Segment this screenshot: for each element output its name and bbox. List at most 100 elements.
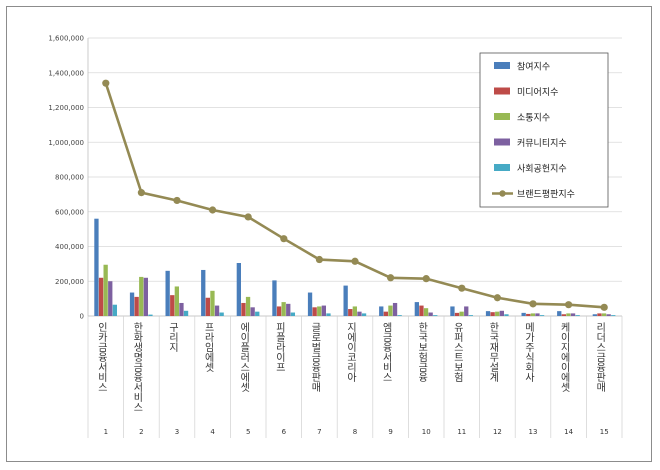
bar-2 [348, 309, 353, 316]
category-label: 케이지에이에셋 [558, 322, 570, 392]
brand-index-line [102, 79, 608, 311]
bar-2 [597, 313, 602, 316]
bar-3 [459, 311, 464, 316]
brand-index-point [351, 257, 359, 265]
bar-4 [535, 313, 540, 316]
bar-1 [592, 314, 597, 316]
bar-1 [485, 311, 491, 316]
legend-swatch [494, 113, 510, 120]
brand-index-point [209, 206, 217, 214]
bar-4 [214, 305, 220, 316]
bar-1 [165, 270, 170, 316]
legend-swatch [494, 138, 510, 146]
bar-3 [388, 305, 393, 316]
bar-2 [454, 312, 460, 316]
brand-index-point [600, 303, 608, 311]
bar-5 [255, 311, 260, 316]
bar-5 [468, 315, 473, 316]
bar-4 [357, 311, 362, 316]
y-tick-label: 1,200,000 [48, 104, 84, 112]
bar-5 [504, 314, 509, 316]
bar-4 [570, 313, 576, 316]
y-tick-label: 600,000 [55, 208, 84, 216]
bar-3 [245, 296, 251, 316]
category-label: 피플라이프 [273, 322, 285, 372]
legend-label: 참여지수 [517, 61, 550, 73]
bar-2 [276, 306, 282, 316]
category-label: 유퍼스트보험 [451, 322, 463, 382]
bar-2 [241, 302, 246, 316]
legend-swatch [494, 164, 510, 171]
category-index: 9 [388, 428, 392, 436]
category-label: 메가주식회사 [523, 322, 535, 383]
bar-3 [210, 290, 215, 316]
bar-5 [112, 304, 117, 316]
x-axis: 인카금융서비스 1 한화생명금융서비스 2 구리지 3 프라임에셋 4 에이플러스에셋 5 피플라이… [87, 316, 623, 438]
legend-label: 커뮤니티지수 [517, 138, 567, 149]
bar-4 [286, 303, 291, 316]
category-label: 지에이코리아 [345, 322, 357, 383]
bar-5 [361, 313, 367, 316]
brand-index-point [529, 300, 537, 308]
bar-4 [464, 306, 469, 316]
bar-1 [557, 311, 562, 316]
bar-5 [183, 310, 189, 316]
bar-5 [575, 315, 580, 316]
category-label: 한화생명금융서비스 [131, 322, 143, 412]
bar-5 [397, 315, 402, 316]
brand-index-point [422, 275, 430, 283]
brand-index-point [315, 255, 323, 264]
legend-label: 미디어지수 [517, 87, 558, 98]
bar-3 [423, 308, 429, 316]
category-index: 2 [139, 428, 143, 436]
bar-4 [179, 302, 184, 316]
bar-3 [174, 286, 179, 316]
bar-1 [450, 306, 455, 316]
legend-box [479, 52, 609, 208]
bar-3 [281, 302, 286, 316]
bar-5 [148, 314, 153, 316]
y-tick-label: 200,000 [55, 278, 84, 286]
bar-4 [321, 305, 326, 316]
y-tick-label: 1,600,000 [48, 35, 84, 43]
bar-4 [143, 277, 148, 316]
bar-2 [205, 297, 210, 316]
brand-index-point [565, 301, 573, 309]
bar-3 [139, 276, 144, 316]
bar-1 [201, 269, 206, 316]
category-index: 1 [104, 428, 108, 436]
bar-1 [521, 312, 526, 316]
bar-2 [383, 311, 388, 316]
bar-2 [134, 296, 139, 316]
category-label: 프라임에셋 [202, 322, 214, 372]
bar-1 [236, 263, 241, 316]
bar-2 [526, 313, 531, 316]
category-index: 7 [317, 428, 321, 436]
brand-index-point [458, 284, 466, 292]
bar-3 [601, 313, 607, 316]
bar-3 [566, 313, 571, 316]
y-tick-label: 1,000,000 [48, 139, 84, 147]
legend-marker [499, 190, 506, 197]
category-index: 15 [600, 428, 609, 436]
bar-4 [428, 312, 433, 316]
category-index: 5 [246, 428, 250, 436]
brand-index-point [173, 196, 181, 205]
category-label: 리더스금융판매 [594, 322, 606, 393]
y-tick-label: 800,000 [55, 174, 84, 182]
category-index: 13 [529, 428, 538, 436]
bar-1 [94, 218, 99, 316]
bars [94, 218, 616, 316]
bar-2 [98, 277, 104, 316]
legend-swatch [494, 87, 510, 95]
category-index: 4 [210, 428, 215, 436]
legend-swatch [494, 62, 510, 69]
bar-3 [495, 311, 500, 316]
category-label: 한국재무설계 [487, 322, 499, 383]
bar-3 [352, 306, 357, 316]
y-tick-label: 400,000 [55, 243, 84, 251]
legend-label: 소통지수 [517, 113, 550, 124]
bar-4 [108, 281, 113, 316]
